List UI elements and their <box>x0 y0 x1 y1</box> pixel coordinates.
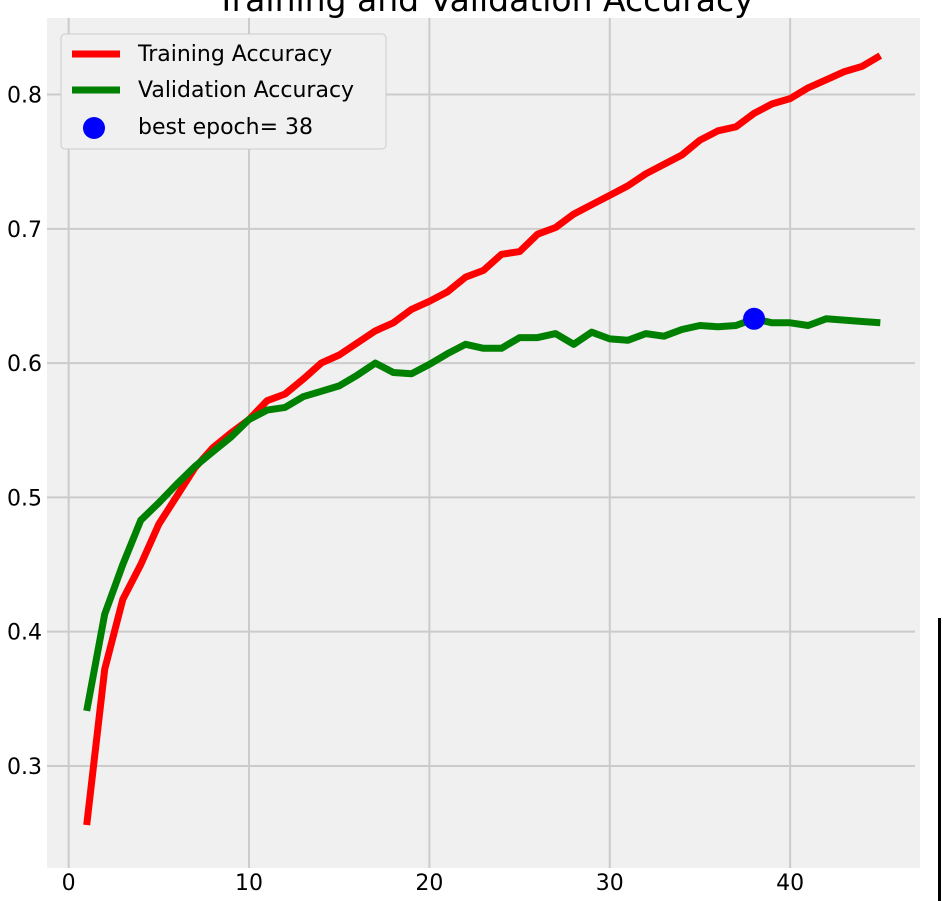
tick-labels: 0 10 20 30 40 0.3 0.4 0.5 0.6 0.7 0.8 <box>7 84 804 896</box>
best-epoch-point <box>743 307 766 330</box>
y-tick-label: 0.7 <box>7 218 42 243</box>
grid-lines <box>47 18 915 868</box>
best-epoch-marker-layer <box>743 307 766 330</box>
legend-box <box>60 33 387 150</box>
legend-swatch-best-epoch <box>83 117 105 139</box>
plot-area <box>47 18 920 868</box>
legend-label-validation: Validation Accuracy <box>138 78 354 103</box>
x-tick-label: 0 <box>62 871 76 896</box>
y-tick-label: 0.6 <box>7 352 42 377</box>
y-tick-label: 0.5 <box>7 486 42 511</box>
window-edge <box>938 618 941 901</box>
x-tick-label: 20 <box>415 871 443 896</box>
x-tick-label: 30 <box>596 871 624 896</box>
x-tick-label: 40 <box>776 871 804 896</box>
legend: Training Accuracy Validation Accuracy be… <box>60 33 387 150</box>
legend-label-training: Training Accuracy <box>137 42 332 67</box>
chart-title: Training and Validation Accuracy <box>215 0 753 19</box>
y-tick-label: 0.8 <box>7 84 42 109</box>
x-tick-label: 10 <box>235 871 263 896</box>
y-tick-label: 0.3 <box>7 755 42 780</box>
y-tick-label: 0.4 <box>7 621 42 646</box>
legend-label-best-epoch: best epoch= 38 <box>138 115 313 140</box>
